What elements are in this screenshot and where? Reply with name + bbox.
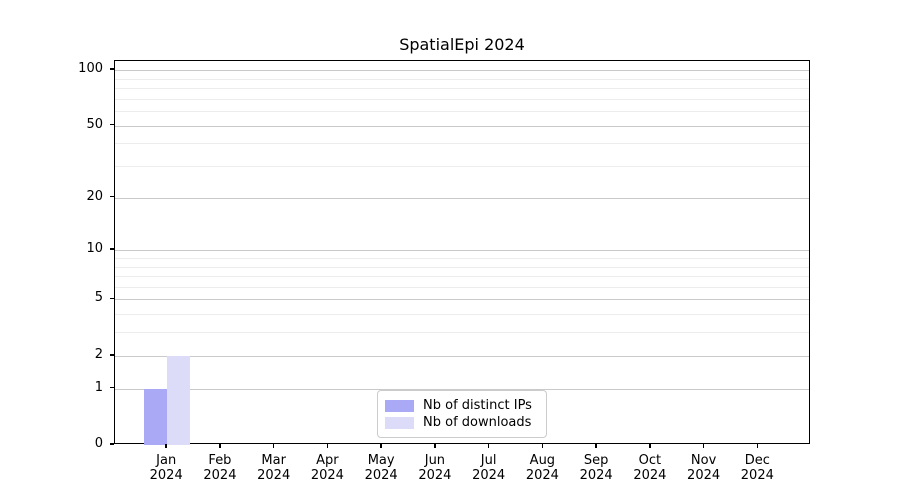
x-tick-label: Feb 2024 [190,453,250,483]
chart-title: SpatialEpi 2024 [399,35,525,54]
x-tick-year: 2024 [687,468,721,483]
minor-gridline [115,166,809,168]
downloads-swatch [385,416,414,429]
x-tick-year: 2024 [257,468,291,483]
x-tick-mark [434,444,436,448]
x-tick-label: Aug 2024 [512,453,572,483]
distinct-ips-swatch [385,399,414,412]
minor-gridline [115,111,809,113]
minor-gridline [115,286,809,288]
x-tick-label: Jul 2024 [459,453,519,483]
y-tick-mark [110,297,114,300]
x-tick-month: Apr [316,453,339,468]
y-tick-mark [110,195,114,198]
x-tick-year: 2024 [579,468,613,483]
y-tick-mark [110,443,114,445]
distinct-ips-bar [144,388,168,445]
downloads-legend-label: Nb of downloads [423,415,532,430]
x-tick-label: Oct 2024 [620,453,680,483]
minor-gridline [115,257,809,259]
x-tick-year: 2024 [364,468,398,483]
x-tick-label: Jun 2024 [405,453,465,483]
x-tick-year: 2024 [472,468,506,483]
x-tick-mark [326,444,329,448]
minor-gridline [115,276,809,278]
x-tick-label: Apr 2024 [297,453,357,483]
x-tick-month: Oct [638,453,662,468]
x-tick-mark [595,444,597,448]
y-tick-mark [110,386,114,389]
x-tick-month: Sep [583,453,609,468]
minor-gridline [115,332,809,334]
x-tick-mark [702,444,705,448]
x-tick-month: Nov [690,453,717,468]
x-tick-label: Dec 2024 [727,453,787,483]
x-tick-year: 2024 [310,468,344,483]
x-tick-label: Mar 2024 [244,453,304,483]
minor-gridline [115,88,809,90]
x-tick-mark [541,444,544,448]
x-tick-month: Dec [744,453,770,468]
x-tick-month: Jul [480,453,497,468]
x-tick-year: 2024 [418,468,452,483]
major-gridline [115,388,809,390]
major-gridline [115,125,809,127]
major-gridline [115,197,809,199]
minor-gridline [115,314,809,316]
y-tick-label: 10 [86,241,103,257]
y-tick-label: 5 [94,290,103,306]
x-tick-year: 2024 [525,468,559,483]
x-tick-mark [219,444,221,448]
y-tick-label: 50 [86,116,103,132]
legend: Nb of distinct IPs Nb of downloads [377,390,547,438]
y-tick-mark [110,123,114,126]
y-tick-mark [110,248,114,250]
minor-gridline [115,143,809,145]
y-tick-label: 2 [94,346,103,362]
x-tick-mark [165,444,167,448]
minor-gridline [115,78,809,80]
x-tick-month: Jan [156,453,177,468]
x-tick-year: 2024 [740,468,774,483]
x-tick-mark [649,444,651,448]
x-tick-month: Aug [529,453,556,468]
legend-row-distinct-ips: Nb of distinct IPs [385,397,536,414]
major-gridline [115,299,809,301]
x-tick-month: Feb [208,453,232,468]
y-tick-label: 20 [86,188,103,204]
x-tick-year: 2024 [203,468,237,483]
x-tick-label: Nov 2024 [674,453,734,483]
x-tick-year: 2024 [149,468,183,483]
major-gridline [115,70,809,72]
plot-area [114,60,810,445]
major-gridline [115,355,809,357]
legend-row-downloads: Nb of downloads [385,414,536,431]
major-gridline [115,250,809,252]
x-tick-year: 2024 [633,468,667,483]
x-tick-mark [756,444,759,448]
x-tick-month: Jun [424,453,446,468]
y-tick-label: 100 [78,61,103,77]
y-tick-mark [110,68,114,70]
x-tick-mark [272,444,275,448]
y-tick-label: 1 [94,379,103,395]
x-tick-month: Mar [261,453,286,468]
y-tick-mark [110,354,114,356]
x-tick-label: May 2024 [351,453,411,483]
minor-gridline [115,98,809,100]
distinct-ips-legend-label: Nb of distinct IPs [423,398,532,413]
downloads-bar [167,355,191,445]
x-tick-month: May [367,453,395,468]
x-tick-mark [487,444,490,448]
y-tick-label: 0 [94,436,103,451]
minor-gridline [115,266,809,268]
x-tick-label: Jan 2024 [136,453,196,483]
x-tick-mark [380,444,382,448]
x-tick-label: Sep 2024 [566,453,626,483]
